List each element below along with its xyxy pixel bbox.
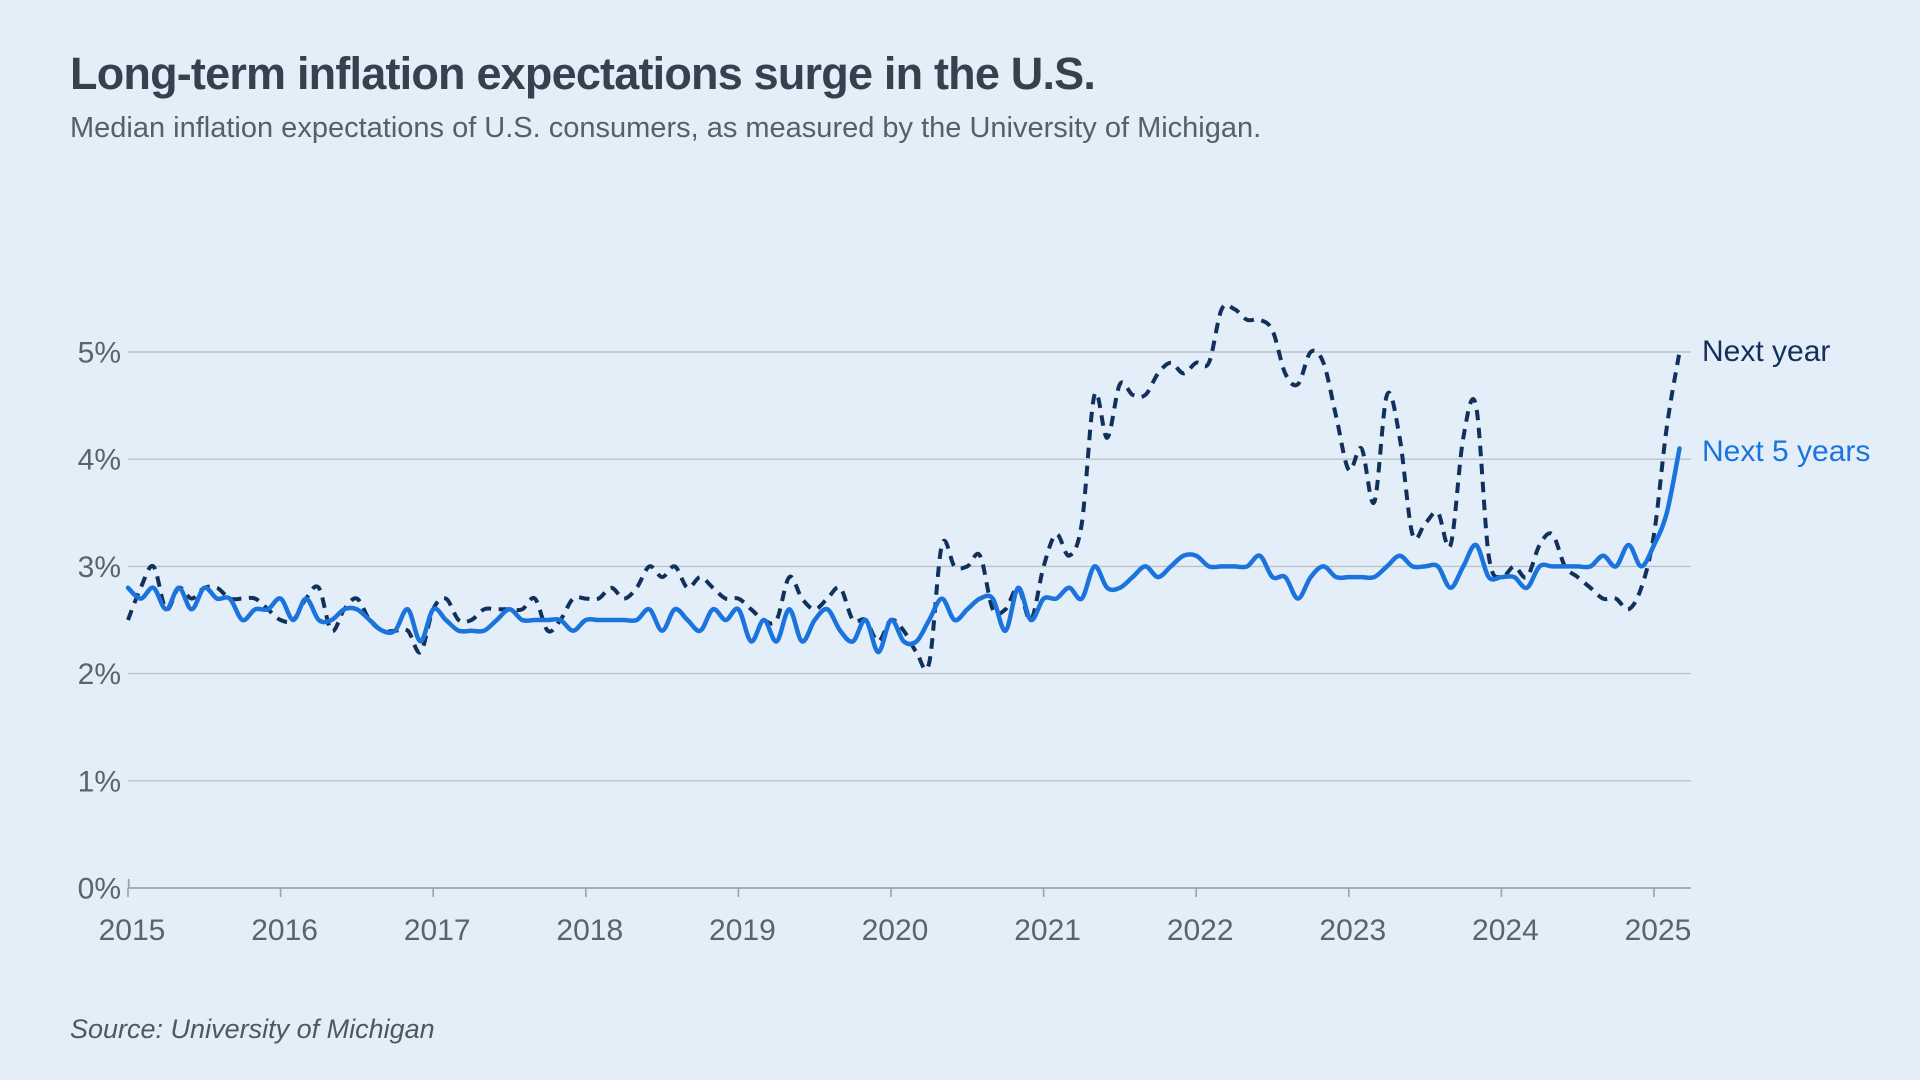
series-label-next-year: Next year	[1702, 335, 1831, 368]
y-tick-label: 5%	[78, 337, 121, 370]
series-line-next-year	[126, 302, 1682, 672]
x-tick-label: 2019	[709, 914, 776, 947]
x-tick-label: 2025	[1625, 914, 1692, 947]
x-tick-label: 2015	[99, 914, 166, 947]
x-tick-label: 2020	[862, 914, 929, 947]
x-tick-label: 2021	[1014, 914, 1081, 947]
series-line-next-5-years	[125, 446, 1682, 655]
series-label-next-5-years: Next 5 years	[1702, 435, 1871, 468]
x-tick-label: 2016	[251, 914, 318, 947]
source-note: Source: University of Michigan	[70, 1014, 435, 1044]
y-tick-label: 1%	[78, 765, 121, 798]
x-tick-label: 2018	[556, 914, 623, 947]
y-tick-label: 4%	[78, 444, 121, 477]
x-tick-label: 2022	[1167, 914, 1234, 947]
y-tick-label: 3%	[78, 551, 121, 584]
x-axis-line	[127, 879, 1691, 889]
y-tick-label: 2%	[78, 658, 121, 691]
x-tick-label: 2023	[1319, 914, 1386, 947]
page-subtitle: Median inflation expectations of U.S. co…	[70, 112, 1262, 144]
x-tick-label: 2024	[1472, 914, 1539, 947]
page-title: Long-term inflation expectations surge i…	[70, 48, 1096, 99]
x-tick-label: 2017	[404, 914, 471, 947]
y-tick-label: 0%	[78, 873, 121, 906]
